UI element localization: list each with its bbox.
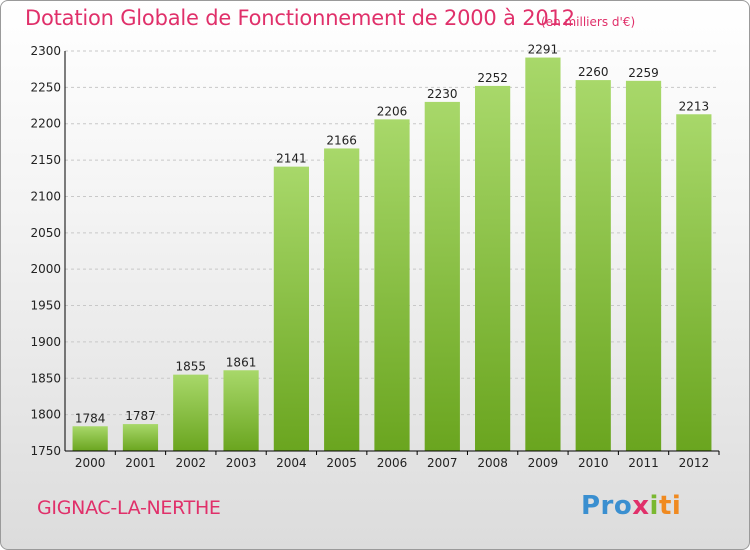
bar xyxy=(72,426,108,451)
x-tick-label: 2012 xyxy=(679,456,710,470)
y-tick-label: 1800 xyxy=(30,408,61,422)
y-tick-label: 1750 xyxy=(30,444,61,458)
commune-name: GIGNAC-LA-NERTHE xyxy=(37,497,221,519)
data-label: 2291 xyxy=(528,43,559,57)
bar xyxy=(374,119,410,451)
bar xyxy=(223,370,259,451)
y-tick-label: 2200 xyxy=(30,117,61,131)
bar xyxy=(525,57,561,451)
bar xyxy=(625,80,662,452)
data-label: 2260 xyxy=(578,65,609,79)
x-tick-label: 2001 xyxy=(125,456,156,470)
y-tick-label: 1900 xyxy=(30,335,61,349)
y-tick-label: 1850 xyxy=(30,371,61,385)
bar xyxy=(575,80,611,451)
data-label: 1861 xyxy=(226,355,257,369)
y-tick-label: 2050 xyxy=(30,226,61,240)
bar xyxy=(273,166,309,452)
data-label: 2206 xyxy=(377,104,408,118)
data-label: 1787 xyxy=(125,409,156,423)
labels: 1750 1800 1850 1900 1950 2000 2050 2100 2150 2200… xyxy=(30,43,709,470)
logo-part-2: x xyxy=(632,491,650,521)
axes xyxy=(64,51,720,455)
y-tick-label: 2100 xyxy=(30,189,61,203)
y-tick-label: 2150 xyxy=(30,153,61,167)
bar xyxy=(122,424,159,451)
data-label: 2166 xyxy=(326,133,357,147)
bar xyxy=(173,374,209,451)
x-tick-label: 2006 xyxy=(377,456,408,470)
x-tick-label: 2000 xyxy=(75,456,106,470)
data-label: 2252 xyxy=(477,71,508,85)
data-label: 1855 xyxy=(175,360,206,374)
bar xyxy=(676,114,712,451)
x-tick-label: 2004 xyxy=(276,456,307,470)
y-tick-label: 2300 xyxy=(30,44,61,58)
bar xyxy=(324,148,360,452)
data-label: 2141 xyxy=(276,152,307,166)
bar xyxy=(424,101,460,451)
chart-title: Dotation Globale de Fonctionnement de 20… xyxy=(25,6,575,30)
data-label: 2259 xyxy=(628,66,659,80)
data-label: 2213 xyxy=(679,99,710,113)
x-tick-label: 2008 xyxy=(477,456,508,470)
logo-part-4: ti xyxy=(658,491,682,521)
data-label: 2230 xyxy=(427,87,458,101)
logo-part-3: i xyxy=(649,491,659,521)
x-tick-label: 2011 xyxy=(628,456,659,470)
bars xyxy=(72,57,712,452)
y-tick-label: 1950 xyxy=(30,299,61,313)
x-tick-label: 2003 xyxy=(226,456,257,470)
bar xyxy=(475,85,511,451)
x-tick-label: 2005 xyxy=(326,456,357,470)
x-tick-label: 2009 xyxy=(528,456,559,470)
x-tick-label: 2002 xyxy=(175,456,206,470)
x-tick-label: 2007 xyxy=(427,456,458,470)
data-label: 1784 xyxy=(75,411,106,425)
y-tick-label: 2250 xyxy=(30,80,61,94)
logo-part-1: Pro xyxy=(581,491,633,521)
chart-unit-note: (en milliers d'€) xyxy=(541,15,636,29)
proxiti-logo: Proxiti xyxy=(581,491,681,521)
y-tick-label: 2000 xyxy=(30,262,61,276)
x-tick-label: 2010 xyxy=(578,456,609,470)
